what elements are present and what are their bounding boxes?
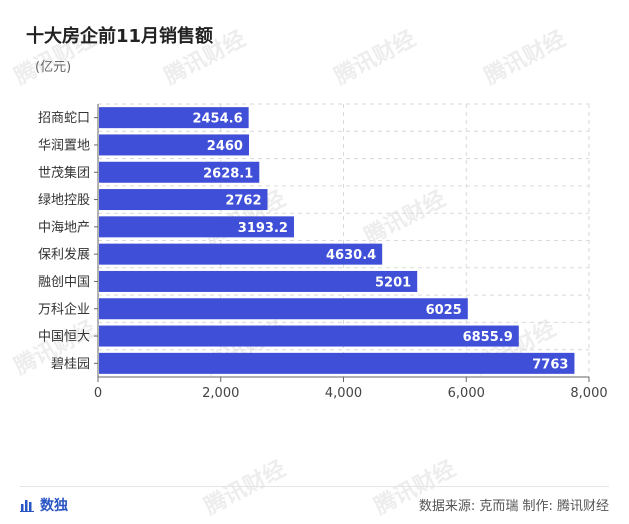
bar-value-label: 7763 bbox=[532, 357, 568, 372]
bar-value-label: 2628.1 bbox=[203, 166, 253, 181]
category-label: 世茂集团 bbox=[38, 165, 90, 181]
category-label: 华润置地 bbox=[38, 138, 90, 153]
x-tick-label: 8,000 bbox=[570, 386, 607, 401]
bar-value-label: 4630.4 bbox=[326, 248, 376, 263]
brand-logo: 数独 bbox=[20, 495, 68, 515]
bar bbox=[99, 189, 268, 211]
category-label: 中国恒大 bbox=[38, 330, 90, 345]
bar bbox=[99, 352, 575, 374]
bar-value-label: 2454.6 bbox=[192, 112, 242, 127]
category-label: 万科企业 bbox=[38, 301, 90, 317]
bar-value-label: 6855.9 bbox=[463, 330, 513, 345]
bar-value-label: 5201 bbox=[375, 275, 411, 290]
bar-value-label: 6025 bbox=[426, 303, 462, 318]
chart-title: 十大房企前11月销售额 bbox=[26, 26, 214, 47]
bar bbox=[99, 270, 418, 292]
unit-label: (亿元) bbox=[35, 60, 72, 75]
bar bbox=[99, 325, 519, 347]
source-note: 数据来源: 克而瑞 制作: 腾讯财经 bbox=[418, 499, 609, 514]
category-label: 融创中国 bbox=[38, 275, 90, 290]
bar-value-label: 2762 bbox=[225, 194, 261, 209]
x-tick-label: 4,000 bbox=[325, 386, 362, 401]
category-label: 招商蛇口 bbox=[38, 111, 90, 126]
bar bbox=[99, 134, 249, 156]
bar bbox=[99, 298, 468, 320]
category-label: 保利发展 bbox=[38, 247, 90, 263]
x-tick-label: 0 bbox=[94, 386, 102, 401]
bar-value-label: 3193.2 bbox=[238, 221, 288, 236]
bar bbox=[99, 161, 260, 183]
bar-value-label: 2460 bbox=[207, 139, 243, 154]
x-tick-label: 6,000 bbox=[448, 386, 485, 401]
x-tick-label: 2,000 bbox=[202, 386, 239, 401]
category-label: 中海地产 bbox=[38, 220, 90, 235]
footer-divider bbox=[20, 486, 609, 487]
bar bbox=[99, 107, 249, 129]
brand-label: 数独 bbox=[40, 498, 68, 514]
bar bbox=[99, 243, 383, 265]
category-label: 绿地控股 bbox=[38, 193, 90, 208]
bar bbox=[99, 216, 294, 238]
category-label: 碧桂园 bbox=[51, 357, 90, 372]
bar-chart-icon bbox=[20, 500, 34, 512]
